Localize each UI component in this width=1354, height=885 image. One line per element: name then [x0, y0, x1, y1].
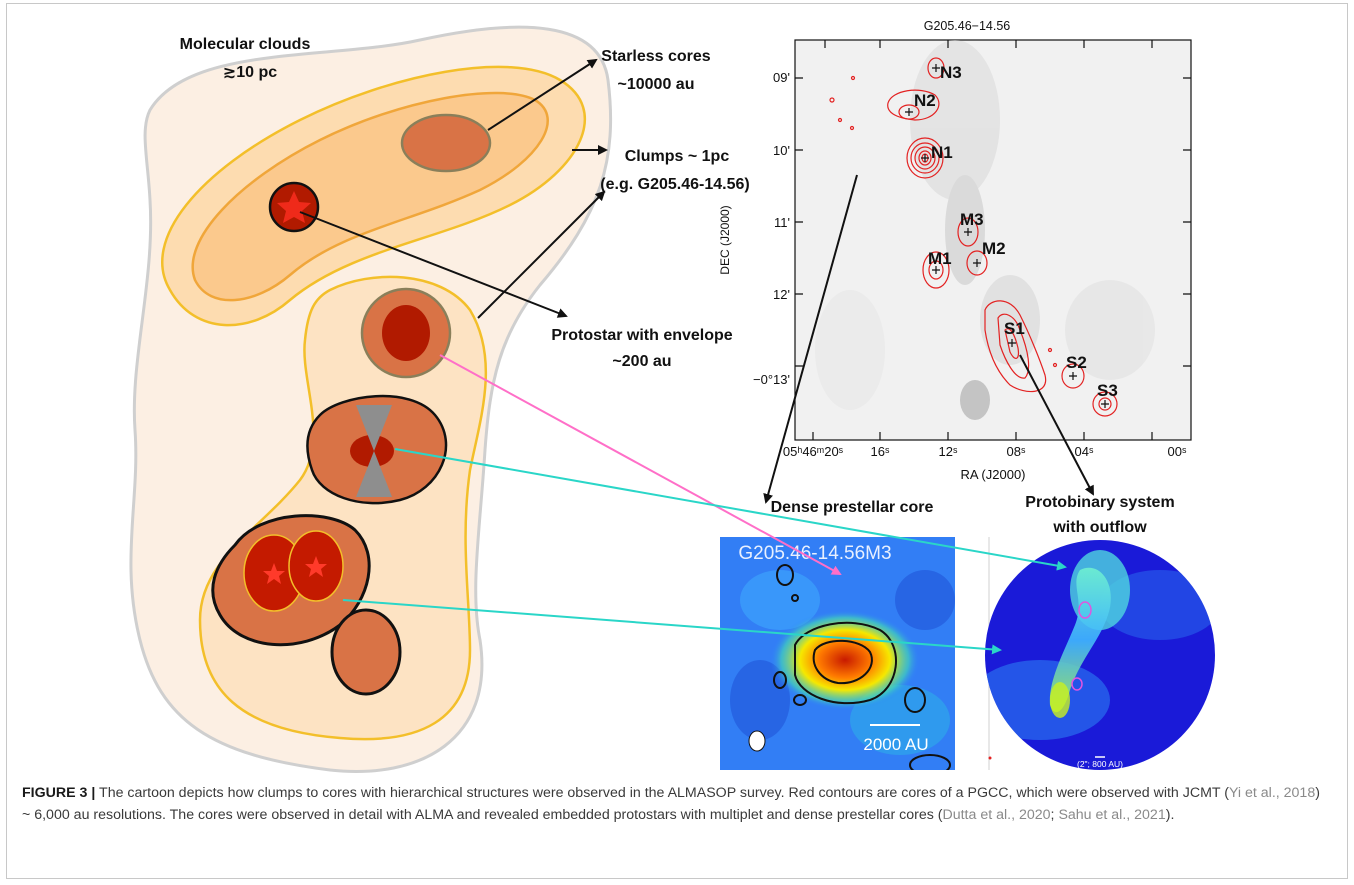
protostar-size: ~200 au — [612, 353, 671, 370]
arrow-to-prestellar — [763, 174, 858, 504]
molecular-clouds-size: ≳10 pc — [223, 64, 277, 81]
clumps-label: Clumps ~ 1pc — [625, 148, 730, 165]
figure-frame — [6, 3, 1348, 879]
prestellar-panel: Dense prestellar core G205.46-14.56M3 — [720, 499, 992, 770]
figure-3: Molecular clouds ≳10 pc Starless cores ~… — [129, 19, 1215, 773]
prestellar-heading: Dense prestellar core — [771, 499, 934, 516]
source-markers — [905, 64, 1109, 408]
arrow-to-protobinary — [1019, 354, 1094, 496]
source-label-n2: N2 — [914, 91, 936, 110]
map-ylabel: DEC (J2000) — [718, 205, 732, 274]
ytick: 12' — [773, 287, 790, 302]
xtick: 04ˢ — [1075, 444, 1094, 459]
star-icon — [277, 191, 311, 223]
source-label-s1: S1 — [1004, 319, 1025, 338]
arrow-clumps-b — [477, 190, 606, 319]
caption-text: The cartoon depicts how clumps to cores … — [95, 785, 1229, 801]
protobinary-heading-2: with outflow — [1052, 519, 1147, 536]
clumps-example: (e.g. G205.46-14.56) — [600, 176, 749, 193]
xtick: 05ʰ46ᵐ20ˢ — [783, 444, 844, 459]
source-label-m3: M3 — [960, 210, 984, 229]
protobinary-panel: Protobinary system with outflow (2"; 800… — [985, 494, 1215, 770]
ytick: 09' — [773, 70, 790, 85]
pink-arrow — [439, 354, 842, 575]
lower-starless-core — [330, 608, 402, 696]
figure-caption: FIGURE 3 | The cartoon depicts how clump… — [22, 783, 1332, 826]
starless-cores-label: Starless cores — [601, 48, 711, 65]
cyan-arrow-binary — [342, 599, 1002, 655]
source-label-n1: N1 — [931, 143, 953, 162]
caption-text: ; — [1050, 806, 1059, 823]
map-ticks — [795, 40, 1191, 440]
starless-core — [400, 113, 492, 173]
red-contours — [829, 57, 1118, 417]
source-label-m1: M1 — [928, 249, 952, 268]
ytick: −0°13' — [753, 372, 790, 387]
cyan-arrow-outflow — [394, 448, 1067, 571]
protostar-core — [382, 305, 430, 361]
ytick: 10' — [773, 143, 790, 158]
outflow-protostar — [350, 435, 394, 467]
bipolar-outflow-cone — [356, 405, 392, 497]
connecting-arrows — [342, 174, 1094, 655]
arrow-protostar — [299, 211, 568, 318]
map-xlabel: RA (J2000) — [960, 467, 1025, 482]
caption-ref-link[interactable]: Dutta et al., 2020 — [942, 806, 1051, 823]
source-label-m2: M2 — [982, 239, 1006, 258]
cartoon: Molecular clouds ≳10 pc Starless cores ~… — [129, 25, 750, 773]
caption-text: ) ~ 6,000 au resolutions. The cores were… — [22, 785, 1320, 823]
star-icon — [305, 556, 327, 577]
arrow-starless — [487, 58, 598, 131]
caption-text: ). — [1165, 806, 1175, 823]
map-background-emission — [815, 40, 1155, 420]
prestellar-scale-label: 2000 AU — [863, 735, 928, 754]
prestellar-inset-title: G205.46-14.56M3 — [738, 543, 891, 564]
caption-ref-link[interactable]: Yi et al., 2018 — [1228, 785, 1316, 801]
source-label-s3: S3 — [1097, 381, 1118, 400]
starless-cores-size: ~10000 au — [618, 76, 695, 93]
g205-map: G205.46−14.56 — [718, 19, 1192, 482]
protostar-label: Protostar with envelope — [551, 327, 732, 344]
xtick: 08ˢ — [1007, 444, 1026, 459]
beam-ellipse — [748, 730, 766, 752]
source-label-n3: N3 — [940, 63, 962, 82]
xtick: 00ˢ — [1168, 444, 1187, 459]
protobinary-heading-1: Protobinary system — [1025, 494, 1174, 511]
map-title: G205.46−14.56 — [924, 19, 1011, 33]
caption-label: FIGURE 3 | — [22, 785, 96, 801]
protobinary-scale-label: (2"; 800 AU) — [1077, 759, 1123, 769]
xtick: 16ˢ — [871, 444, 890, 459]
molecular-clouds-label: Molecular clouds — [180, 36, 311, 53]
source-label-s2: S2 — [1066, 353, 1087, 372]
xtick: 12ˢ — [939, 444, 958, 459]
caption-ref-link[interactable]: Sahu et al., 2021 — [1058, 806, 1166, 823]
outflow-jet — [1049, 567, 1111, 713]
prestellar-hotspot — [770, 610, 920, 710]
ytick: 11' — [774, 215, 790, 230]
star-icon — [263, 563, 285, 584]
